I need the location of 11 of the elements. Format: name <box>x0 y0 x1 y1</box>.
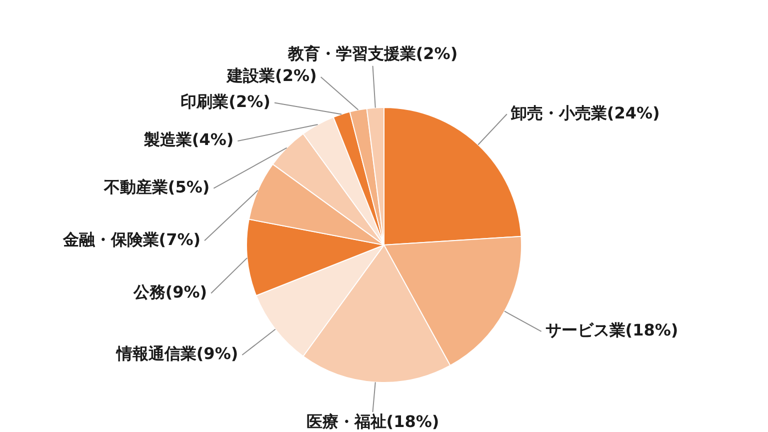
slice-label: 印刷業(2%) <box>180 92 270 111</box>
slice-label: 情報通信業(9%) <box>115 344 238 364</box>
slice-label: 製造業(4%) <box>142 130 234 150</box>
slice-label: サービス業(18%) <box>545 320 678 340</box>
slice-label: 教育・学習支援業(2%) <box>286 44 458 64</box>
slice-label: 金融・保険業(7%) <box>62 230 201 249</box>
slice-label: 卸売・小売業(24%) <box>510 103 660 122</box>
slice-label: 公務(9%) <box>132 282 208 302</box>
slice-label: 不動産業(5%) <box>102 177 210 196</box>
slice-label: 医療・福祉(18%) <box>306 412 440 432</box>
slice-label: 建設業(2%) <box>225 66 317 86</box>
